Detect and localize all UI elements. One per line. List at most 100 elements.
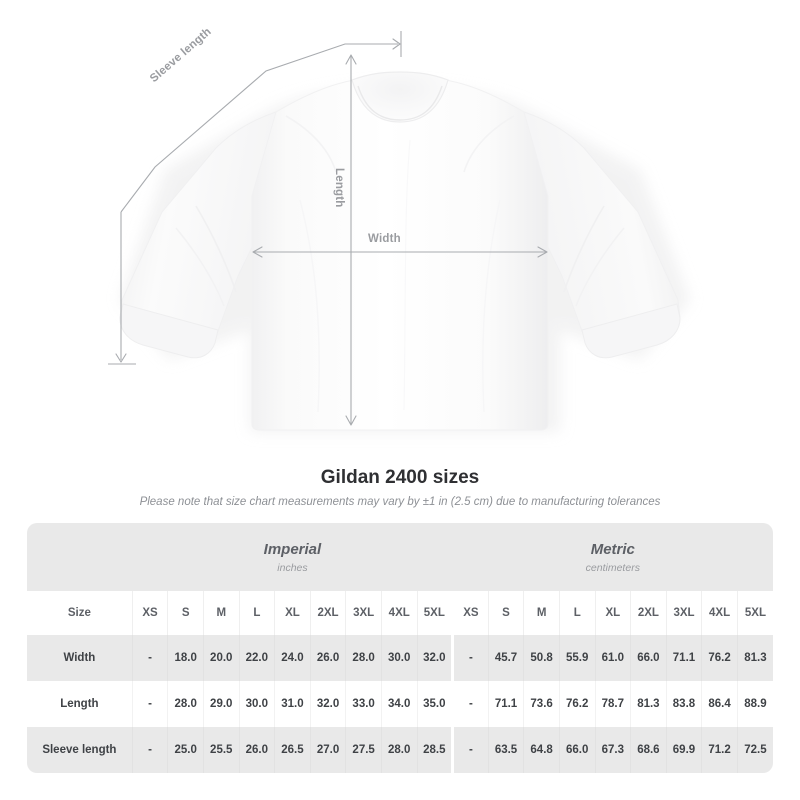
left-cuff xyxy=(119,303,219,359)
metric-unit-name: Metric xyxy=(590,541,635,558)
shirt-illustration: Sleeve length Length Width xyxy=(108,26,690,432)
size-header-imperial-5xl: 5XL xyxy=(416,591,453,635)
cell-sleeve-imperial-xs: - xyxy=(131,727,168,773)
cell-sleeve-metric-m: 64.8 xyxy=(523,727,560,773)
cell-sleeve-imperial-2xl: 27.0 xyxy=(309,727,346,773)
cell-width-metric-xs: - xyxy=(451,635,489,681)
row-label-sleeve-length: Sleeve length xyxy=(27,727,133,773)
cell-length-imperial-m: 29.0 xyxy=(202,681,240,727)
cell-width-metric-m: 50.8 xyxy=(523,635,560,681)
page-title: Gildan 2400 sizes xyxy=(320,467,480,488)
cell-length-metric-l: 76.2 xyxy=(558,681,595,727)
table-row: Width - 18.0 20.0 22.0 24.0 26.0 28.0 30… xyxy=(27,635,773,681)
cell-sleeve-metric-l: 66.0 xyxy=(558,727,595,773)
body-crease xyxy=(482,199,501,413)
size-header-metric-l: L xyxy=(558,591,595,635)
row-label-length: Length xyxy=(27,681,133,727)
size-header-metric-2xl: 2XL xyxy=(630,591,667,635)
cell-width-metric-5xl: 81.3 xyxy=(736,635,773,681)
size-header-imperial-xl: XL xyxy=(274,591,311,635)
cell-length-metric-5xl: 88.9 xyxy=(736,681,773,727)
cell-width-imperial-xs: - xyxy=(131,635,168,681)
cell-width-imperial-m: 20.0 xyxy=(202,635,240,681)
size-header-imperial-s: S xyxy=(167,591,204,635)
cell-width-imperial-5xl: 32.0 xyxy=(416,635,453,681)
cell-sleeve-imperial-m: 25.5 xyxy=(202,727,240,773)
cell-sleeve-metric-2xl: 68.6 xyxy=(630,727,667,773)
right-cuff xyxy=(581,303,681,359)
table-row: Sleeve length - 25.0 25.5 26.0 26.5 27.0… xyxy=(27,727,773,773)
cell-sleeve-metric-s: 63.5 xyxy=(487,727,524,773)
cell-width-metric-xl: 61.0 xyxy=(594,635,631,681)
width-label: Width xyxy=(368,233,401,245)
cell-width-metric-2xl: 66.0 xyxy=(630,635,667,681)
cell-sleeve-metric-5xl: 72.5 xyxy=(736,727,773,773)
length-dimension xyxy=(345,54,357,426)
cell-width-imperial-xl: 24.0 xyxy=(274,635,311,681)
size-header-metric-m: M xyxy=(523,591,560,635)
size-header-metric-4xl: 4XL xyxy=(701,591,738,635)
size-chart-table: Imperial inches Metric centimeters Size … xyxy=(27,523,773,773)
cell-length-imperial-xs: - xyxy=(131,681,168,727)
unit-spacer-cell xyxy=(27,523,133,591)
shoulder-seam-right xyxy=(463,115,515,173)
size-header-metric-xl: XL xyxy=(594,591,631,635)
size-header-metric-5xl: 5XL xyxy=(736,591,773,635)
shoulder-seam-left xyxy=(285,115,337,173)
cell-length-imperial-2xl: 32.0 xyxy=(309,681,346,727)
size-header-imperial-3xl: 3XL xyxy=(345,591,382,635)
size-header-metric-3xl: 3XL xyxy=(665,591,702,635)
size-header-imperial-xs: XS xyxy=(131,591,168,635)
cell-sleeve-metric-xs: - xyxy=(451,727,489,773)
cell-length-imperial-4xl: 34.0 xyxy=(380,681,418,727)
cell-length-metric-m: 73.6 xyxy=(523,681,560,727)
sleeve-length-dimension xyxy=(108,31,402,365)
length-label: Length xyxy=(333,168,345,208)
fold-line xyxy=(575,227,625,307)
cell-width-metric-4xl: 76.2 xyxy=(701,635,738,681)
metric-unit-cell: Metric centimeters xyxy=(452,523,773,591)
cell-length-metric-s: 71.1 xyxy=(487,681,524,727)
cell-width-metric-s: 45.7 xyxy=(487,635,524,681)
size-header-imperial-m: M xyxy=(202,591,240,635)
cell-sleeve-metric-xl: 67.3 xyxy=(594,727,631,773)
shirt-graphic xyxy=(108,31,690,432)
size-header-row: Size XS S M L XL 2XL 3XL 4XL 5XL XS S M … xyxy=(27,591,773,635)
cell-width-imperial-l: 22.0 xyxy=(238,635,275,681)
table-row: Length - 28.0 29.0 30.0 31.0 32.0 33.0 3… xyxy=(27,681,773,727)
imperial-unit-name: Imperial xyxy=(263,541,322,558)
cell-width-imperial-4xl: 30.0 xyxy=(380,635,418,681)
cell-sleeve-imperial-s: 25.0 xyxy=(167,727,204,773)
cell-sleeve-imperial-3xl: 27.5 xyxy=(345,727,382,773)
size-header-imperial-2xl: 2XL xyxy=(309,591,346,635)
imperial-unit-sub: inches xyxy=(277,562,308,574)
cell-length-imperial-xl: 31.0 xyxy=(274,681,311,727)
row-label-width: Width xyxy=(27,635,133,681)
cell-sleeve-imperial-xl: 26.5 xyxy=(274,727,311,773)
cell-length-metric-2xl: 81.3 xyxy=(630,681,667,727)
size-header-metric-s: S xyxy=(487,591,524,635)
cell-width-metric-3xl: 71.1 xyxy=(665,635,702,681)
cell-sleeve-metric-4xl: 71.2 xyxy=(701,727,738,773)
size-header-imperial-4xl: 4XL xyxy=(380,591,418,635)
chart-heading: Gildan 2400 sizes Please note that size … xyxy=(0,466,800,509)
fold-line xyxy=(175,227,225,307)
shirt-body xyxy=(251,75,549,431)
fold-line xyxy=(195,205,237,293)
collar xyxy=(351,71,449,123)
cell-length-metric-xl: 78.7 xyxy=(594,681,631,727)
body-crease xyxy=(299,199,320,413)
metric-unit-sub: centimeters xyxy=(585,562,640,574)
cell-sleeve-metric-3xl: 69.9 xyxy=(665,727,702,773)
size-header-metric-xs: XS xyxy=(451,591,489,635)
collar-inner-edge xyxy=(357,85,443,121)
body-crease xyxy=(403,139,411,411)
cell-length-imperial-l: 30.0 xyxy=(238,681,275,727)
width-dimension xyxy=(252,246,548,258)
cell-sleeve-imperial-5xl: 28.5 xyxy=(416,727,453,773)
cell-sleeve-imperial-4xl: 28.0 xyxy=(380,727,418,773)
cell-length-imperial-3xl: 33.0 xyxy=(345,681,382,727)
tolerance-note: Please note that size chart measurements… xyxy=(139,496,661,508)
cell-length-metric-3xl: 83.8 xyxy=(665,681,702,727)
